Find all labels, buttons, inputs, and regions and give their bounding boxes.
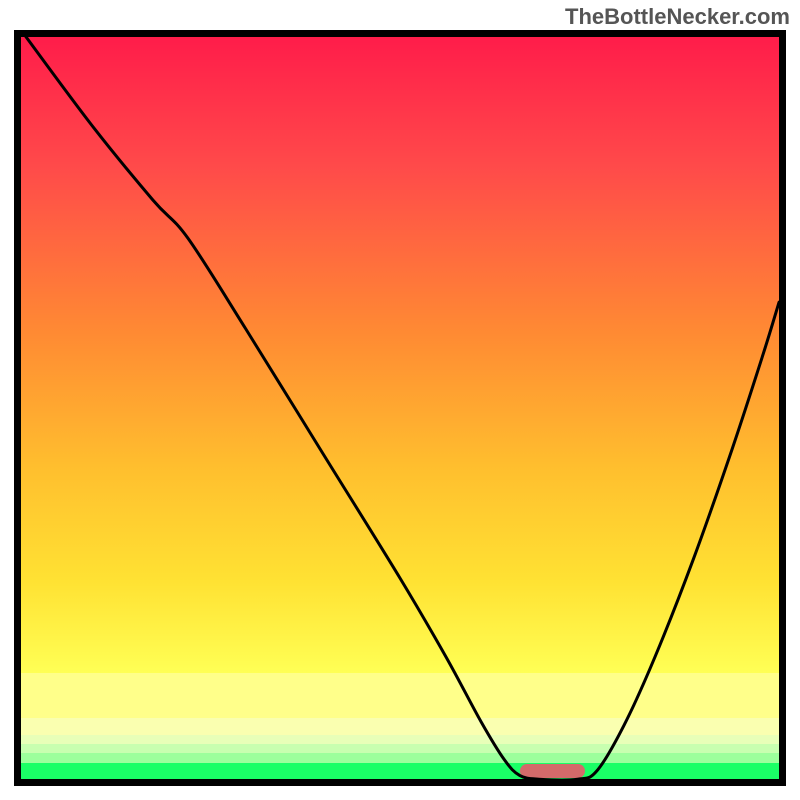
watermark-text: TheBottleNecker.com: [565, 4, 790, 30]
performance-curve: [14, 30, 786, 786]
curve-path: [21, 30, 779, 780]
plot-area: [14, 30, 786, 786]
chart-container: TheBottleNecker.com: [0, 0, 800, 800]
